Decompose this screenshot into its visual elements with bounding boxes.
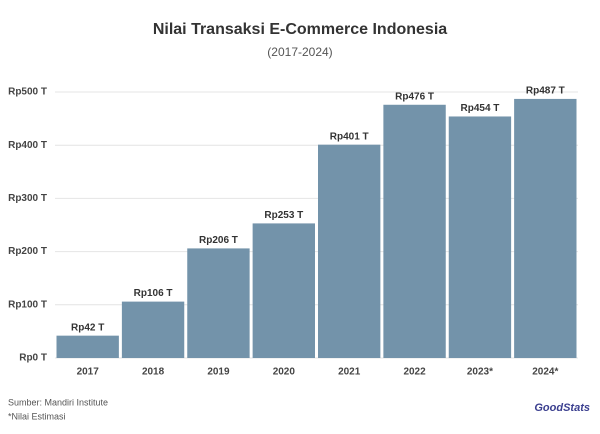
- logo: GoodStats: [534, 402, 590, 414]
- y-tick-label: Rp300 T: [8, 193, 47, 204]
- bar: [252, 223, 315, 358]
- value-label: Rp206 T: [199, 235, 238, 246]
- bar: [318, 144, 381, 358]
- value-label: Rp42 T: [71, 322, 104, 333]
- x-tick-label: 2020: [273, 367, 296, 378]
- note: *Nilai Estimasi: [8, 411, 66, 421]
- x-tick-label: 2024*: [532, 367, 558, 378]
- y-tick-label: Rp100 T: [8, 299, 47, 310]
- bar: [121, 301, 185, 358]
- value-label: Rp401 T: [330, 131, 369, 142]
- value-label: Rp454 T: [460, 103, 499, 114]
- bar: [187, 248, 250, 358]
- chart-subtitle: (2017-2024): [267, 45, 332, 59]
- value-label: Rp253 T: [264, 210, 303, 221]
- bar: [383, 104, 446, 358]
- y-tick-label: Rp400 T: [8, 140, 47, 151]
- chart-title: Nilai Transaksi E-Commerce Indonesia: [153, 21, 447, 38]
- bar: [448, 116, 512, 358]
- y-tick-label: Rp0 T: [19, 353, 47, 364]
- value-label: Rp106 T: [134, 288, 173, 299]
- x-tick-label: 2017: [77, 367, 100, 378]
- x-tick-label: 2018: [142, 367, 165, 378]
- x-tick-label: 2022: [403, 367, 426, 378]
- y-tick-label: Rp500 T: [8, 87, 47, 98]
- value-label: Rp487 T: [526, 86, 565, 97]
- value-label: Rp476 T: [395, 91, 434, 102]
- bar: [514, 98, 577, 358]
- bar: [56, 335, 119, 358]
- y-tick-label: Rp200 T: [8, 246, 47, 257]
- source: Sumber: Mandiri Institute: [8, 397, 108, 407]
- x-tick-label: 2023*: [467, 367, 493, 378]
- x-tick-label: 2021: [338, 367, 361, 378]
- x-tick-label: 2019: [207, 367, 230, 378]
